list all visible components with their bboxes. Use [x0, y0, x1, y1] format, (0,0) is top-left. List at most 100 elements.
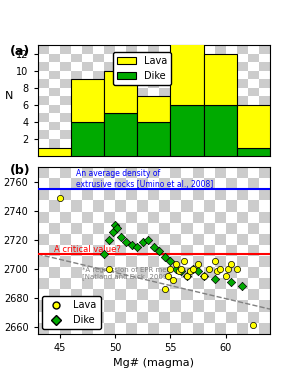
Bar	[104, 322, 115, 334]
Bar	[137, 290, 148, 300]
Bar	[60, 45, 71, 54]
Bar	[137, 201, 148, 211]
Bar	[115, 223, 126, 234]
Bar	[38, 167, 49, 178]
Bar	[159, 290, 170, 300]
Bar	[170, 256, 182, 267]
Bar	[115, 139, 126, 147]
Bar	[104, 79, 115, 88]
Text: (b): (b)	[10, 164, 30, 177]
Bar	[115, 122, 126, 130]
Bar	[237, 211, 248, 223]
Bar	[226, 312, 237, 322]
Bar	[170, 234, 182, 245]
Bar	[82, 79, 93, 88]
Bar	[93, 267, 104, 278]
Bar	[38, 147, 71, 156]
Bar	[49, 223, 60, 234]
Bar	[60, 79, 71, 88]
Bar	[193, 130, 204, 139]
Bar	[214, 79, 226, 88]
Bar	[182, 312, 193, 322]
Bar	[38, 96, 49, 105]
Bar	[93, 178, 104, 189]
Bar	[82, 211, 93, 223]
Bar	[115, 312, 126, 322]
Bar	[115, 70, 126, 79]
Bar	[237, 96, 248, 105]
Bar	[104, 147, 115, 156]
Bar	[237, 234, 248, 245]
Bar	[104, 300, 115, 312]
Bar	[259, 322, 270, 334]
Bar	[159, 223, 170, 234]
Bar	[82, 62, 93, 70]
Bar	[226, 139, 237, 147]
Point	[196, 268, 200, 274]
Bar	[193, 234, 204, 245]
Bar	[148, 234, 159, 245]
Bar	[270, 147, 300, 156]
Bar	[38, 322, 49, 334]
Point	[173, 266, 178, 272]
Text: *A regression of EPR melt density
[Natland and Dick, 2009]: *A regression of EPR melt density [Natla…	[82, 267, 199, 280]
Bar	[204, 105, 214, 113]
Bar	[148, 167, 159, 178]
Bar	[170, 2, 204, 105]
Bar	[259, 211, 270, 223]
Point	[135, 244, 140, 250]
Bar	[148, 113, 159, 122]
Point	[152, 244, 156, 250]
Bar	[148, 96, 159, 105]
Bar	[214, 278, 226, 290]
Bar	[214, 45, 226, 54]
Bar	[259, 45, 270, 54]
Bar	[126, 256, 137, 267]
Bar	[237, 189, 248, 201]
Point	[212, 276, 217, 282]
Bar	[115, 201, 126, 211]
Bar	[248, 178, 259, 189]
Bar	[38, 234, 49, 245]
Point	[179, 266, 184, 272]
Bar	[159, 201, 170, 211]
Bar	[204, 122, 214, 130]
Bar	[259, 278, 270, 290]
Bar	[38, 79, 49, 88]
Bar	[60, 113, 71, 122]
Bar	[60, 322, 71, 334]
Bar	[159, 122, 170, 130]
Bar	[115, 290, 126, 300]
Bar	[259, 113, 270, 122]
Bar	[182, 178, 193, 189]
Bar	[104, 189, 115, 201]
Bar	[93, 245, 104, 256]
Bar	[93, 223, 104, 234]
Bar	[71, 178, 82, 189]
Bar	[71, 122, 82, 130]
Bar	[193, 167, 204, 178]
Bar	[204, 290, 214, 300]
Bar	[49, 88, 60, 96]
Bar	[60, 278, 71, 290]
Bar	[49, 290, 60, 300]
Bar	[193, 113, 204, 122]
Bar	[60, 189, 71, 201]
Bar	[214, 322, 226, 334]
Bar	[214, 62, 226, 70]
Bar	[82, 278, 93, 290]
Bar	[204, 54, 237, 105]
Bar	[159, 88, 170, 96]
Bar	[170, 105, 204, 156]
Point	[251, 322, 256, 328]
Bar	[60, 256, 71, 267]
Bar	[159, 70, 170, 79]
Bar	[71, 139, 82, 147]
Bar	[237, 105, 270, 147]
Text: A critical value?: A critical value?	[54, 245, 121, 254]
Bar	[137, 122, 170, 156]
Bar	[170, 147, 182, 156]
Bar	[93, 105, 104, 113]
Bar	[93, 122, 104, 130]
Point	[168, 258, 173, 264]
